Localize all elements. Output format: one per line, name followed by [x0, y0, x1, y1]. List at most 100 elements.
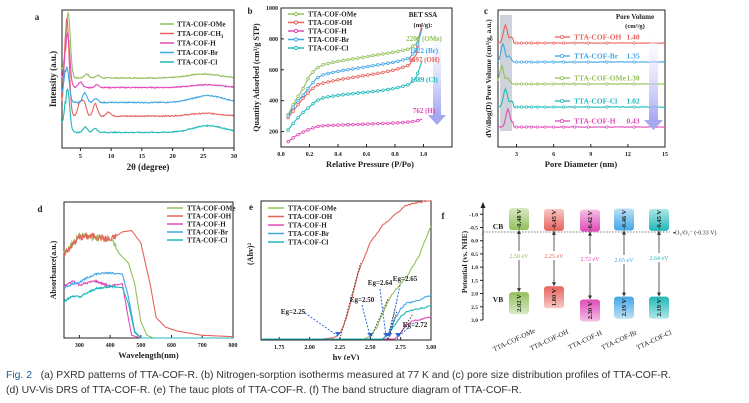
data-point [301, 86, 305, 91]
data-point [605, 60, 609, 64]
data-point [391, 86, 395, 91]
data-point [361, 90, 365, 95]
vb-value: 2.19 V [621, 298, 628, 316]
series-line-br [261, 294, 432, 340]
vb-box [614, 296, 634, 319]
cb-value: -0.45 V [551, 210, 558, 230]
band-br: -0.46 V 2.19 V 2.65 eV TTA-COF-Br [600, 208, 639, 352]
category-label: TTA-COF-Cl [635, 329, 673, 352]
x-tick-label: 1.0 [420, 152, 428, 158]
legend-label: TTA-COF-Br [177, 49, 218, 57]
data-point [386, 51, 390, 55]
annotation-arrowhead [334, 332, 341, 336]
data-point [406, 63, 410, 68]
pore-volume-value: 1.35 [626, 52, 639, 61]
legend-label: TTA-COF-OMe [288, 205, 336, 213]
category-label: TTA-COF-Br [600, 328, 639, 352]
x-axis-label: Pore Diameter (nm) [545, 159, 618, 169]
data-point [396, 67, 400, 71]
data-point [316, 124, 320, 129]
panel-e: e 1.75 2.00 2.25 2.50 2.75 3.00 hv (eV) (Ahv)² TT… [246, 200, 436, 360]
data-point [351, 75, 355, 80]
data-point [529, 82, 533, 86]
data-point [356, 74, 360, 79]
data-point [371, 53, 375, 58]
vb-box [509, 292, 529, 315]
data-point [632, 82, 636, 86]
tangent-line [339, 262, 361, 340]
legend-label: TTA-COF-OH [308, 19, 353, 27]
bet-value: 1697 (OH) [408, 56, 440, 64]
data-point [296, 102, 300, 107]
data-point [406, 47, 410, 51]
y-tick-label: 600 [269, 68, 278, 74]
data-point [411, 79, 415, 83]
data-point [356, 56, 360, 60]
data-point [341, 77, 345, 81]
gap-value: 2.64 eV [650, 256, 670, 262]
legend: TTA-COF-OMeTTA-COF-CH3TTA-COF-HTTA-COF-B… [160, 21, 225, 67]
data-point [605, 41, 609, 45]
data-point [573, 41, 577, 45]
legend-label: TTA-COF-Cl [177, 59, 217, 67]
annotation-arrow [397, 327, 409, 338]
data-point [536, 60, 540, 64]
panel-c: c 3 6 9 12 15 Pore Diameter (nm) dV/dlog(D) Por… [484, 6, 668, 169]
annotation-arrow [388, 284, 401, 338]
data-point [356, 91, 360, 95]
data-point [366, 122, 370, 126]
data-point [529, 60, 533, 64]
data-point [306, 106, 310, 110]
data-point [536, 125, 540, 129]
y-axis-label: Potential (vs. NHE) [460, 230, 469, 293]
data-point [552, 41, 556, 45]
data-point [381, 88, 385, 92]
series-ome [286, 26, 423, 117]
data-point [632, 105, 636, 109]
y-axis-label: Absorbance(a.u.) [49, 240, 58, 299]
data-point [341, 58, 345, 63]
x-tick-label: 600 [167, 343, 176, 349]
bet-arrow-shaft [433, 30, 441, 115]
gap-arrowhead [657, 230, 661, 235]
y-tick-label: 0.5 [471, 252, 478, 258]
plot-frame [260, 200, 432, 341]
data-point [536, 41, 540, 45]
cb-box [544, 208, 564, 231]
data-point [406, 120, 410, 124]
bet-value: 762 (H) [413, 107, 436, 115]
plot-frame [61, 9, 235, 149]
pore-volume-value: 1.02 [626, 97, 639, 106]
data-point [361, 65, 365, 69]
data-point [543, 60, 547, 64]
data-point [519, 105, 524, 109]
gap-arrowhead [622, 230, 626, 235]
annotation-arrowhead [395, 333, 401, 337]
data-point [411, 52, 415, 56]
data-point [381, 62, 385, 66]
legend-label: TTA-COF-CH3 [177, 30, 224, 40]
gap-value: 2.65 eV [615, 258, 635, 264]
data-point [524, 41, 529, 45]
data-point [416, 42, 420, 46]
data-point [376, 63, 380, 67]
tangent-line [396, 313, 414, 340]
data-point [346, 68, 350, 72]
data-point [381, 121, 385, 126]
legend-label: TTA-COF-OMe [308, 11, 356, 19]
caption-line-2: (d) UV-Vis DRS of TTA-COF-R. (e) The tau… [6, 385, 522, 396]
data-point [321, 73, 325, 77]
series-h: TTA-COF-H 0.43 [497, 107, 666, 129]
data-point [515, 41, 519, 45]
data-point [346, 123, 350, 127]
x-tick-label: 5 [79, 153, 83, 160]
x-tick-label: 400 [106, 343, 115, 349]
panel-letter: e [249, 202, 253, 212]
bet-arrow-head [428, 115, 446, 125]
y-tick-label: -1.0 [469, 212, 478, 218]
category-label: TTA-COF-H [567, 329, 603, 352]
data-point [336, 78, 340, 82]
data-point [371, 122, 375, 126]
legend-marker [293, 37, 299, 42]
data-point [529, 105, 533, 109]
